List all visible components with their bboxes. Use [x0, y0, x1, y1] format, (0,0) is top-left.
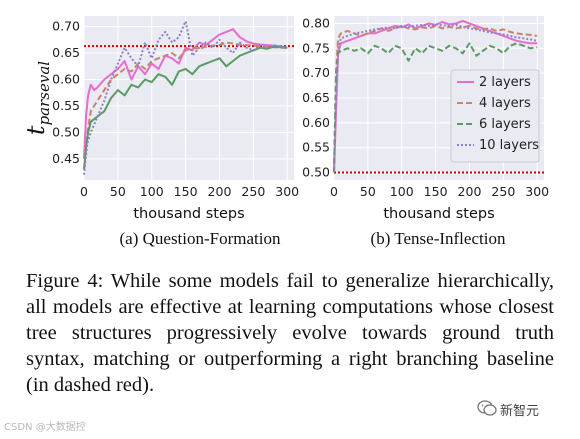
y-tick-label-4: 0.70: [302, 65, 330, 80]
series-line-6-layers: [333, 42, 538, 173]
y-tick-label-1: 0.50: [52, 124, 80, 139]
y-tick-label-3: 0.60: [52, 71, 80, 86]
series-line-2-layers: [83, 28, 288, 159]
series-line-6-layers: [83, 45, 288, 170]
x-axis-label-a: thousand steps: [133, 206, 244, 222]
y-tick-label-5: 0.75: [302, 40, 330, 55]
y-label-subscript: parseval: [35, 61, 53, 126]
figure-caption: Figure 4: While some models fail to gene…: [26, 270, 554, 396]
legend-label-0: 2 layers: [479, 75, 531, 90]
subcaption-a: (a) Question-Formation: [120, 229, 281, 248]
panel-tense-inflection: 0.50 0.55 0.60 0.65 0.70 0.75 0.80 0 50 100 150 20…: [302, 15, 549, 248]
x-ticks-a: 0 50 100 150 200 250 300: [80, 184, 299, 199]
x-tick-label-6: 300: [275, 184, 299, 199]
y-ticks-a: 0.45 0.50 0.55 0.60 0.65 0.70: [52, 19, 80, 166]
y-tick-label-0: 0.50: [302, 165, 330, 180]
y-tick-label-1: 0.55: [302, 140, 330, 155]
x-tick-label-3: 150: [174, 184, 198, 199]
series-line-10-layers: [333, 23, 538, 173]
x-tick-label-2: 100: [390, 184, 414, 199]
y-label-main: t: [22, 125, 50, 135]
y-tick-label-3: 0.65: [302, 90, 330, 105]
x-tick-label-6: 300: [525, 184, 549, 199]
y-tick-label-5: 0.70: [52, 19, 80, 34]
y-tick-label-4: 0.65: [52, 45, 80, 60]
x-tick-label-4: 200: [458, 184, 482, 199]
watermark-source: CSDN @大数据控: [4, 422, 86, 433]
legend: 2 layers 4 layers 6 layers 10 layers: [450, 69, 540, 163]
x-tick-label-0: 0: [330, 184, 338, 199]
x-tick-label-2: 100: [140, 184, 164, 199]
legend-label-2: 6 layers: [479, 117, 531, 132]
y-axis-label-a: tparseval: [22, 61, 53, 135]
series-line-4-layers: [83, 41, 288, 170]
x-axis-label-b: thousand steps: [383, 206, 494, 222]
series-lines-a: [83, 20, 288, 175]
y-tick-label-0: 0.45: [52, 151, 80, 166]
x-ticks-b: 0 50 100 150 200 250 300: [330, 184, 549, 199]
series-lines-b: [333, 20, 538, 173]
watermark-brand: 新智元: [500, 404, 540, 419]
legend-label-1: 4 layers: [479, 96, 531, 111]
legend-label-3: 10 layers: [479, 138, 539, 153]
panel-question-formation: 0.45 0.50 0.55 0.60 0.65 0.70 0 50 100 150 200 250…: [22, 16, 299, 248]
plot-area-a: [84, 16, 294, 180]
y-ticks-b: 0.50 0.55 0.60 0.65 0.70 0.75 0.80: [302, 15, 330, 179]
subcaption-b: (b) Tense-Inflection: [371, 229, 506, 248]
x-tick-label-3: 150: [424, 184, 448, 199]
figure-canvas: 0.45 0.50 0.55 0.60 0.65 0.70 0 50 100 150 200 250…: [22, 15, 549, 248]
wechat-logo-icon: [477, 400, 497, 416]
series-line-4-layers: [333, 24, 538, 173]
x-tick-label-5: 250: [491, 184, 515, 199]
y-tick-label-2: 0.55: [52, 98, 80, 113]
y-tick-label-6: 0.80: [302, 15, 330, 30]
y-tick-label-2: 0.60: [302, 115, 330, 130]
x-tick-label-1: 50: [110, 184, 126, 199]
legend-box: [450, 69, 540, 163]
x-tick-label-5: 250: [241, 184, 265, 199]
x-tick-label-1: 50: [360, 184, 376, 199]
x-tick-label-4: 200: [208, 184, 232, 199]
x-tick-label-0: 0: [80, 184, 88, 199]
series-line-2-layers: [333, 20, 538, 173]
